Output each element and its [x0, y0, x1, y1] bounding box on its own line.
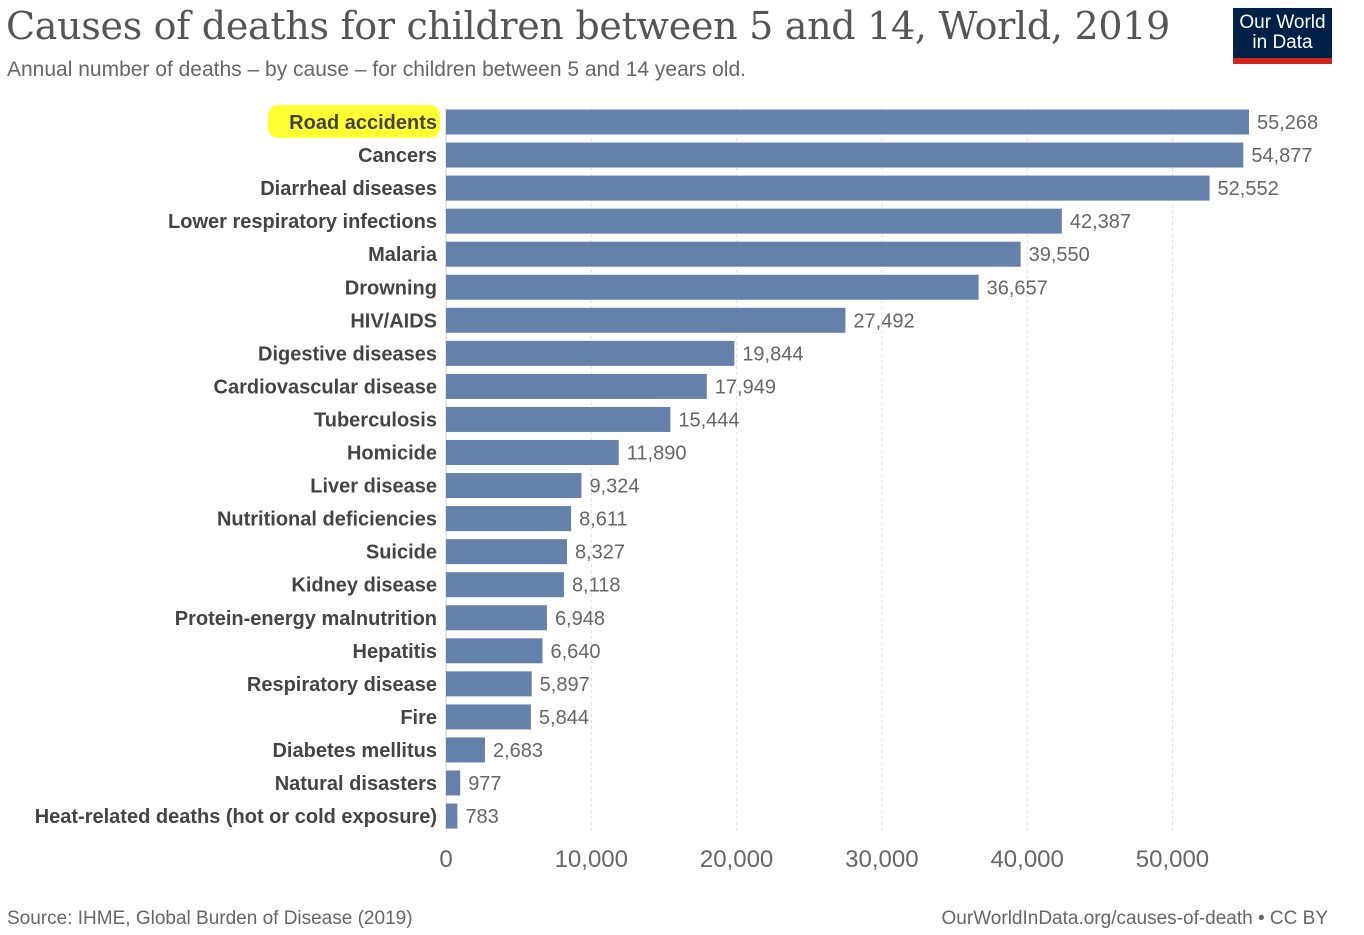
- value-label: 54,877: [1251, 145, 1312, 167]
- source-note: Source: IHME, Global Burden of Disease (…: [7, 908, 413, 929]
- bar[interactable]: [446, 340, 735, 366]
- label-highlight-marker: [268, 105, 440, 138]
- bar-chart: 0 10,000 20,000 30,000 40,000 50,000 Road acci…: [35, 105, 1318, 873]
- logo-line-1: Our World: [1239, 12, 1326, 33]
- value-label: 42,387: [1070, 211, 1131, 233]
- category-label: Fire: [400, 707, 437, 729]
- category-label: Cancers: [358, 145, 437, 167]
- category-label: Kidney disease: [291, 575, 437, 597]
- category-label: Respiratory disease: [247, 674, 437, 696]
- value-label: 15,444: [678, 409, 739, 431]
- bar[interactable]: [446, 373, 707, 399]
- value-label: 977: [468, 773, 501, 795]
- category-label: Diabetes mellitus: [272, 740, 437, 762]
- category-label: Heat-related deaths (hot or cold exposur…: [35, 806, 437, 828]
- category-label: Protein-energy malnutrition: [175, 608, 437, 630]
- category-label: Suicide: [366, 542, 437, 564]
- bar[interactable]: [446, 803, 458, 829]
- chart-title: Causes of deaths for children between 5 …: [6, 4, 1170, 48]
- bar[interactable]: [446, 506, 572, 532]
- bar[interactable]: [446, 605, 547, 631]
- value-label: 27,492: [853, 310, 914, 332]
- value-label: 5,844: [539, 707, 589, 729]
- category-label: Tuberculosis: [314, 409, 437, 431]
- value-label: 8,327: [575, 542, 625, 564]
- bar[interactable]: [446, 704, 531, 730]
- bar[interactable]: [446, 572, 564, 598]
- bar[interactable]: [446, 737, 485, 763]
- value-label: 17,949: [715, 376, 776, 398]
- value-label: 5,897: [540, 674, 590, 696]
- category-label: Digestive diseases: [258, 343, 437, 365]
- bar[interactable]: [446, 208, 1062, 234]
- value-label: 783: [465, 806, 498, 828]
- value-label: 2,683: [493, 740, 543, 762]
- value-label: 9,324: [589, 476, 639, 498]
- value-label: 39,550: [1029, 244, 1090, 266]
- value-label: 55,268: [1257, 112, 1318, 134]
- value-label: 6,948: [555, 608, 605, 630]
- category-label: Drowning: [345, 277, 437, 299]
- credit-link[interactable]: OurWorldInData.org/causes-of-death • CC …: [941, 908, 1328, 929]
- value-label: 52,552: [1218, 178, 1279, 200]
- x-tick-label: 0: [439, 846, 452, 873]
- bar[interactable]: [446, 175, 1210, 201]
- value-label: 8,611: [579, 509, 628, 531]
- bar[interactable]: [446, 307, 846, 333]
- category-label: Natural disasters: [275, 773, 437, 795]
- bar[interactable]: [446, 539, 567, 565]
- x-tick-label: 50,000: [1136, 846, 1209, 873]
- category-label: Hepatitis: [353, 641, 437, 663]
- owid-logo[interactable]: Our World in Data: [1233, 8, 1332, 64]
- x-tick-label: 10,000: [555, 846, 628, 873]
- value-label: 11,890: [627, 443, 687, 465]
- logo-line-2: in Data: [1252, 32, 1313, 53]
- value-label: 19,844: [742, 343, 803, 365]
- bar[interactable]: [446, 473, 582, 499]
- value-label: 6,640: [550, 641, 600, 663]
- bar[interactable]: [446, 142, 1244, 168]
- category-label: Nutritional deficiencies: [217, 509, 437, 531]
- bar[interactable]: [446, 241, 1021, 267]
- category-label: Lower respiratory infections: [168, 211, 437, 233]
- category-label: Cardiovascular disease: [214, 376, 437, 398]
- category-label: Malaria: [368, 244, 438, 266]
- bar[interactable]: [446, 274, 979, 300]
- category-label: HIV/AIDS: [350, 310, 437, 332]
- bar[interactable]: [446, 638, 543, 664]
- category-label: Liver disease: [310, 476, 437, 498]
- x-tick-label: 20,000: [700, 846, 773, 873]
- x-tick-label: 40,000: [990, 846, 1063, 873]
- value-label: 8,118: [572, 575, 621, 597]
- category-label: Homicide: [347, 443, 437, 465]
- bar[interactable]: [446, 671, 532, 697]
- bar[interactable]: [446, 440, 619, 465]
- bar[interactable]: [446, 770, 461, 796]
- x-tick-label: 30,000: [845, 846, 918, 873]
- value-label: 36,657: [987, 277, 1048, 299]
- category-label: Diarrheal diseases: [260, 178, 437, 200]
- category-label: Road accidents: [289, 112, 437, 134]
- bar[interactable]: [446, 109, 1249, 135]
- chart-subtitle: Annual number of deaths – by cause – for…: [7, 58, 746, 81]
- bar[interactable]: [446, 406, 671, 432]
